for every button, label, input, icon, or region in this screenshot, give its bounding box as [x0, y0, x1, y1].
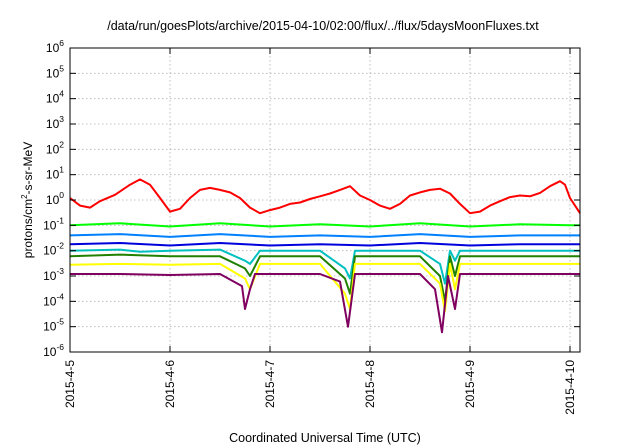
y-tick-label: 103 [46, 114, 64, 131]
series-line-2 [69, 222, 580, 228]
y-tick-label: 106 [46, 38, 64, 55]
y-axis-label: protons/cm2-s-sr-MeV [20, 142, 35, 258]
y-tick-label: 10-3 [43, 266, 64, 283]
x-tick-label: 2015-4-8 [363, 360, 377, 408]
x-axis-label: Coordinated Universal Time (UTC) [229, 431, 421, 445]
series-line-7 [69, 262, 580, 313]
x-tick-label: 2015-4-6 [163, 360, 177, 408]
y-tick-label: 102 [46, 139, 64, 156]
series-lines [69, 178, 581, 334]
x-axis-ticks: 2015-4-5 2015-4-6 2015-4-7 2015-4-8 2015-4-9… [63, 48, 577, 415]
series-line-5 [69, 248, 580, 285]
y-tick-label: 101 [46, 165, 64, 182]
x-tick-label: 2015-4-7 [263, 360, 277, 408]
y-tick-label: 100 [46, 190, 64, 207]
y-tick-label: 10-6 [43, 342, 64, 359]
x-tick-label: 2015-4-5 [63, 360, 77, 408]
chart-title: /data/run/goesPlots/archive/2015-04-10/0… [107, 19, 539, 33]
series-line-4 [69, 242, 580, 247]
y-tick-label: 10-5 [43, 317, 64, 334]
y-tick-label: 10-4 [43, 291, 64, 308]
x-tick-label: 2015-4-10 [563, 360, 577, 415]
y-tick-label: 10-2 [43, 241, 64, 258]
y-tick-label: 105 [46, 63, 64, 80]
series-line-3 [69, 233, 580, 238]
series-line-6 [69, 253, 580, 303]
x-tick-label: 2015-4-9 [463, 360, 477, 408]
y-tick-label: 10-1 [43, 215, 64, 232]
series-line-8 [70, 273, 580, 334]
series-line-1 [69, 178, 581, 215]
y-tick-label: 104 [46, 89, 64, 106]
